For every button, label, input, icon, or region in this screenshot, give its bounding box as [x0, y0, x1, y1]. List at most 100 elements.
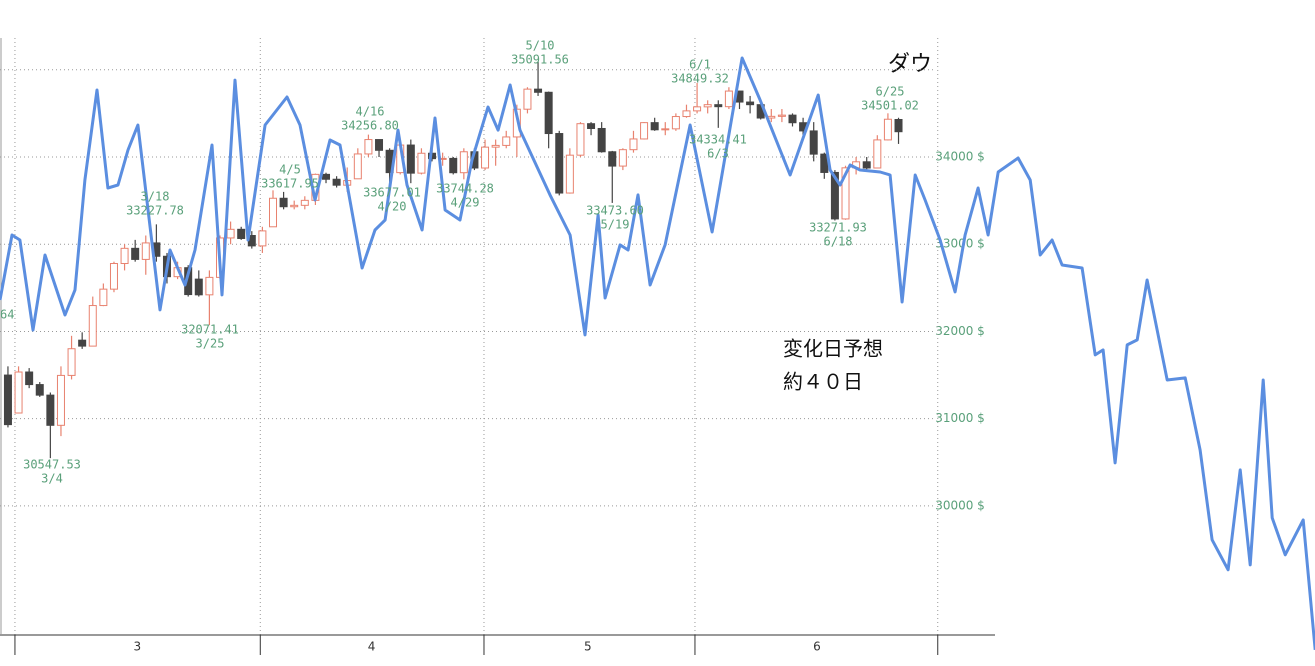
candle-body — [873, 139, 882, 169]
annotation: 33677.01 — [363, 186, 421, 200]
annotation: 33271.93 — [809, 221, 867, 235]
annotation: 3/18 — [141, 190, 170, 204]
candle-body — [809, 130, 818, 155]
x-tick-label: 4 — [368, 640, 376, 654]
annotation: 6/3 — [707, 147, 729, 161]
candle-body — [279, 197, 288, 208]
annotation: 5/19 — [601, 218, 630, 232]
candle-body — [99, 288, 108, 307]
candle-body — [364, 139, 373, 155]
candle-body — [300, 199, 309, 206]
annotation: 34501.02 — [861, 99, 919, 113]
annotation: 5/10 — [526, 39, 555, 53]
candle-body — [714, 104, 723, 108]
candle-body — [788, 114, 797, 124]
annotation: 33617.95 — [261, 177, 319, 191]
chart-title: ダウ — [888, 52, 932, 77]
annotation: 35091.56 — [511, 53, 569, 67]
candle-body — [449, 157, 458, 174]
candle-body — [576, 123, 585, 156]
candle-body — [353, 153, 362, 180]
y-tick-label: 32000 $ — [935, 324, 985, 338]
annotation: 3/4 — [41, 472, 63, 486]
candle-body — [109, 263, 118, 290]
candle-body — [767, 115, 776, 119]
annotation: 4/20 — [378, 200, 407, 214]
candle-body — [194, 278, 203, 296]
candle-body — [862, 161, 871, 169]
y-tick-label: 31000 $ — [935, 411, 985, 425]
annotation: 34256.80 — [341, 119, 399, 133]
annotation: 30547.53 — [23, 458, 81, 472]
x-tick-label: 5 — [584, 640, 592, 654]
candle-body — [417, 152, 426, 174]
candle-body — [661, 128, 670, 131]
candle-body — [777, 114, 786, 117]
candle-body — [290, 204, 299, 208]
candle-body — [629, 138, 638, 151]
annotation: 33473.60 — [586, 204, 644, 218]
candle-body — [237, 228, 246, 239]
candle-body — [502, 136, 511, 146]
candle-body — [459, 151, 468, 174]
y-tick-label: 33000 $ — [935, 237, 985, 251]
candle-body — [640, 122, 649, 140]
candle-body — [406, 144, 415, 174]
candle-body — [523, 88, 532, 110]
candle-body — [25, 371, 34, 386]
candle-body — [67, 348, 76, 376]
annotation: 6/1 — [689, 58, 711, 72]
candle-body — [46, 394, 55, 426]
candle-body — [671, 116, 680, 130]
candle-body — [841, 167, 850, 220]
candle-body — [693, 106, 702, 112]
candle-body — [703, 104, 712, 108]
forecast-line — [0, 56, 1315, 650]
candle-body — [565, 154, 574, 194]
candle-body — [894, 118, 903, 133]
candle-body — [534, 88, 543, 93]
candle-body — [14, 371, 23, 414]
candle-body — [226, 228, 235, 239]
candle-body — [491, 144, 500, 148]
candle-body — [746, 101, 755, 106]
candle-body — [682, 110, 691, 118]
candle-body — [88, 305, 97, 347]
candle-body — [544, 91, 553, 135]
x-tick-label: 6 — [813, 640, 821, 654]
annotation: 4/16 — [356, 105, 385, 119]
candle-body — [141, 242, 150, 260]
candle-body — [650, 122, 659, 131]
annotation: 33227.78 — [126, 204, 184, 218]
annotation: 33744.28 — [436, 182, 494, 196]
candle-body — [883, 118, 892, 141]
candle-body — [332, 178, 341, 186]
annotation: 32071.41 — [181, 323, 239, 337]
annotation: 64 — [0, 308, 14, 322]
candle-body — [608, 151, 617, 167]
x-tick-label: 3 — [133, 640, 141, 654]
candle-body — [597, 127, 606, 153]
candle-body — [3, 374, 12, 426]
y-tick-label: 30000 $ — [935, 498, 985, 512]
annotation: 3/25 — [196, 337, 225, 351]
annotation: 34849.32 — [671, 72, 729, 86]
candle-body — [555, 133, 564, 194]
candle-body — [269, 197, 278, 228]
candle-body — [587, 123, 596, 129]
candle-body — [131, 247, 140, 260]
candle-body — [322, 173, 331, 180]
candle-body — [724, 90, 733, 108]
candle-body — [481, 146, 490, 169]
candle-body — [56, 374, 65, 426]
annotation: 6/25 — [876, 85, 905, 99]
annotation: 4/29 — [451, 196, 480, 210]
candle-body — [78, 339, 87, 347]
note: 変化日予想 — [783, 337, 883, 361]
y-tick-label: 34000 $ — [935, 150, 985, 164]
annotation: 4/5 — [279, 163, 301, 177]
candle-body — [205, 276, 214, 296]
candle-body — [35, 384, 44, 396]
